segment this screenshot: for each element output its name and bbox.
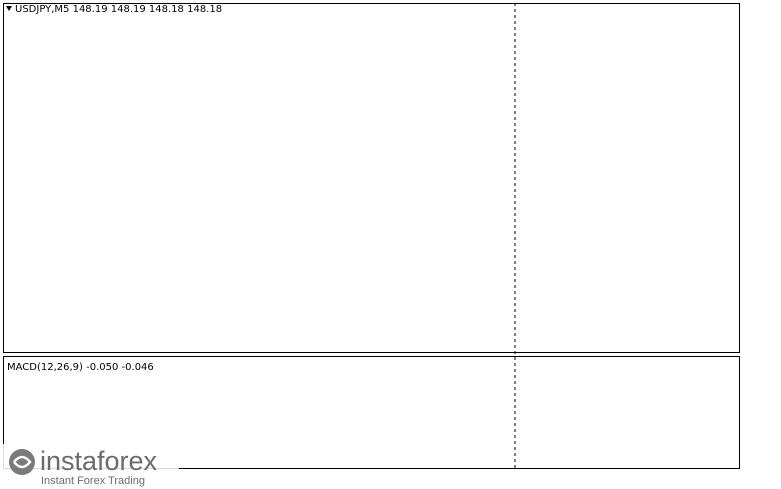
watermark-icon-swirl: [13, 455, 32, 469]
price-panel-frame: [3, 3, 740, 353]
macd-panel-frame: [3, 356, 740, 469]
watermark: instaforex Instant Forex Trading: [3, 444, 179, 489]
watermark-icon: [9, 449, 35, 475]
watermark-name: instaforex: [40, 446, 158, 476]
watermark-tagline: Instant Forex Trading: [41, 475, 145, 487]
symbol-menu-arrow: [6, 6, 12, 11]
macd-title: MACD(12,26,9) -0.050 -0.046: [7, 362, 154, 373]
chart-title: USDJPY,M5 148.19 148.19 148.18 148.18: [15, 4, 222, 15]
